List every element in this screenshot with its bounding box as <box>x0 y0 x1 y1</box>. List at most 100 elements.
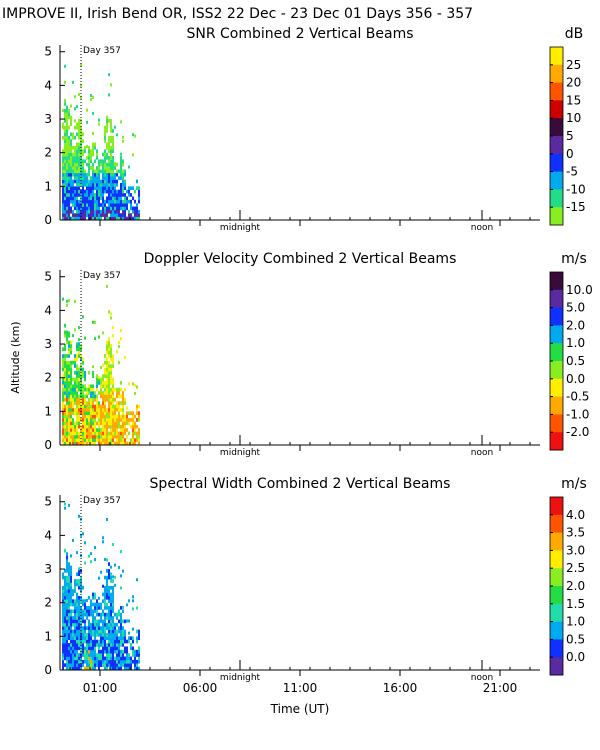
heatmap-cell <box>70 145 72 150</box>
heatmap-cell <box>62 297 64 301</box>
heatmap-cell <box>114 397 116 402</box>
heatmap-cell <box>110 213 112 217</box>
heatmap-cell <box>122 663 124 667</box>
heatmap-cell <box>120 622 122 627</box>
heatmap-cell <box>106 595 108 600</box>
heatmap-cell <box>120 216 122 221</box>
heatmap-cell <box>68 565 70 570</box>
heatmap-cell <box>64 347 66 352</box>
heatmap-cell <box>136 407 138 412</box>
heatmap-cell <box>136 209 138 214</box>
heatmap-cell <box>64 636 66 641</box>
heatmap-cell <box>88 172 90 177</box>
heatmap-cell <box>110 418 112 422</box>
heatmap-cell <box>66 377 68 382</box>
heatmap-cell <box>84 653 86 657</box>
heatmap-cell <box>104 424 106 429</box>
heatmap-cell <box>124 213 126 217</box>
heatmap-cell <box>118 619 120 624</box>
heatmap-cell <box>98 203 100 207</box>
heatmap-cell <box>74 206 76 211</box>
heatmap-cell <box>114 626 116 630</box>
heatmap-cell <box>104 557 106 561</box>
heatmap-cell <box>72 441 74 446</box>
heatmap-cell <box>124 431 126 436</box>
heatmap-cell <box>108 622 110 627</box>
heatmap-cell <box>114 663 116 667</box>
heatmap-cell <box>62 387 64 392</box>
heatmap-cell <box>110 643 112 647</box>
heatmap-cell <box>76 199 78 204</box>
heatmap-cell <box>126 199 128 204</box>
heatmap-cell <box>86 643 88 647</box>
heatmap-cell <box>90 632 92 637</box>
colorbar-label: 0.0 <box>566 650 585 664</box>
heatmap-cell <box>120 329 122 333</box>
heatmap-cell <box>102 397 104 402</box>
heatmap-cell <box>82 391 84 395</box>
heatmap-cell <box>64 129 66 133</box>
heatmap-cell <box>64 64 66 68</box>
heatmap-cell <box>110 391 112 395</box>
heatmap-cell <box>66 152 68 157</box>
heatmap-cell <box>106 340 108 345</box>
heatmap-cell <box>98 411 100 416</box>
heatmap-cell <box>118 438 120 442</box>
heatmap-cell <box>108 166 110 170</box>
heatmap-cell <box>124 414 126 419</box>
heatmap-cell <box>76 145 78 150</box>
heatmap-cell <box>70 441 72 446</box>
heatmap-cell <box>122 176 124 180</box>
heatmap-cell <box>78 663 80 667</box>
heatmap-cell <box>68 653 70 657</box>
heatmap-cell <box>70 589 72 593</box>
heatmap-cell <box>98 434 100 439</box>
heatmap-cell <box>100 616 102 620</box>
heatmap-cell <box>94 428 96 432</box>
heatmap-cell <box>106 344 108 348</box>
heatmap-cell <box>114 166 116 170</box>
heatmap-cell <box>102 407 104 412</box>
heatmap-cell <box>94 407 96 412</box>
heatmap-cell <box>114 162 116 166</box>
heatmap-cell <box>110 156 112 160</box>
heatmap-cell <box>82 166 84 170</box>
heatmap-cell <box>86 612 88 617</box>
heatmap-cell <box>114 193 116 197</box>
heatmap-cell <box>74 582 76 587</box>
heatmap-cell <box>106 186 108 191</box>
heatmap-cell <box>80 354 82 358</box>
heatmap-cell <box>120 186 122 191</box>
heatmap-cell <box>110 401 112 405</box>
heatmap-cell <box>72 179 74 184</box>
heatmap-cell <box>88 189 90 194</box>
heatmap-cell <box>102 584 104 588</box>
heatmap-cell <box>110 344 112 348</box>
heatmap-cell <box>68 182 70 187</box>
colorbar-label: 2.0 <box>566 318 585 332</box>
heatmap-cell <box>98 438 100 442</box>
heatmap-cell <box>68 381 70 385</box>
heatmap-cell <box>110 636 112 641</box>
heatmap-cell <box>76 142 78 147</box>
heatmap-cell <box>68 213 70 217</box>
heatmap-cell <box>106 518 108 522</box>
midnight-label: midnight <box>220 673 261 683</box>
heatmap-cell <box>110 428 112 432</box>
heatmap-cell <box>76 404 78 409</box>
heatmap-cell <box>66 105 68 110</box>
heatmap-cell <box>104 149 106 153</box>
heatmap-cell <box>70 139 72 143</box>
heatmap-cell <box>86 418 88 422</box>
heatmap-cell <box>64 548 66 553</box>
heatmap-cell <box>104 394 106 399</box>
heatmap-cell <box>106 558 108 562</box>
heatmap-cell <box>112 206 114 211</box>
heatmap-cell <box>64 592 66 597</box>
heatmap-cell <box>70 193 72 197</box>
heatmap-cell <box>138 438 140 442</box>
heatmap-cell <box>96 438 98 442</box>
heatmap-cell <box>66 646 68 651</box>
heatmap-cell <box>78 629 80 634</box>
x-axis-label: Time (UT) <box>270 702 330 716</box>
